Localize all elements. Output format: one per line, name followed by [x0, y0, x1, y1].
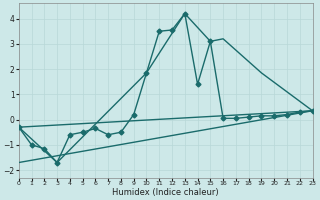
X-axis label: Humidex (Indice chaleur): Humidex (Indice chaleur)	[112, 188, 219, 197]
